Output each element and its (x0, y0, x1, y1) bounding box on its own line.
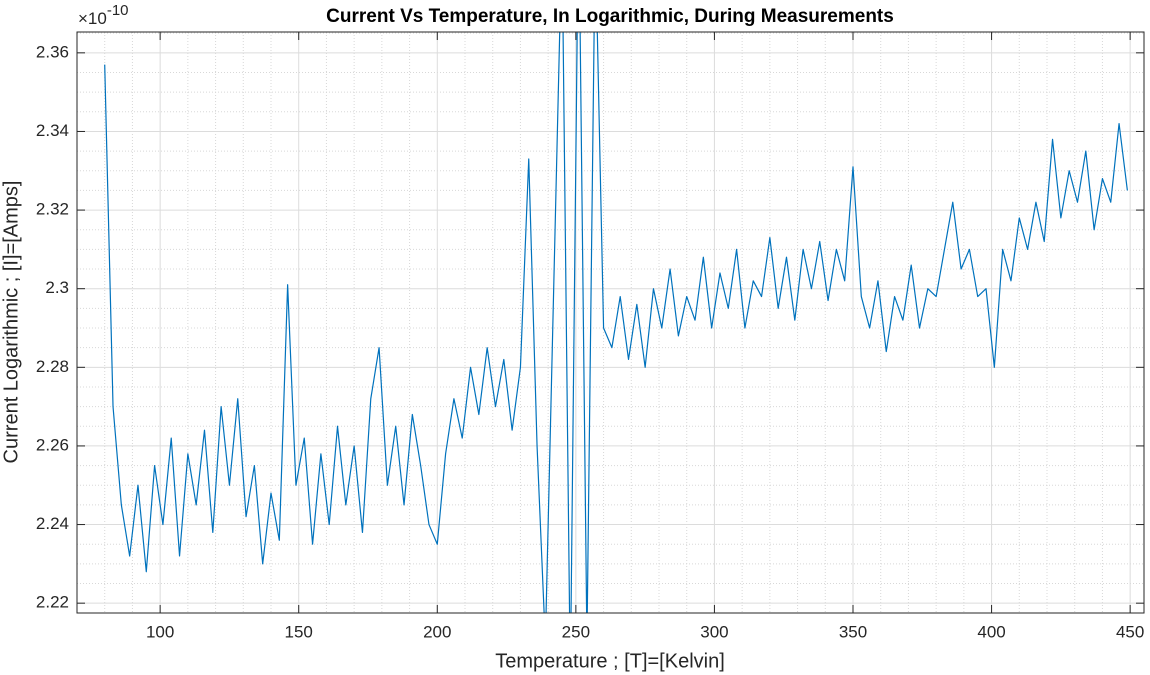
axes-box (76, 31, 1145, 614)
y-multiplier-base: ×10 (78, 9, 107, 28)
y-axis-label: Current Logarithmic ; [I]=[Amps] (0, 181, 22, 464)
x-tick-label: 350 (839, 622, 867, 641)
y-tick-label: 2.28 (36, 357, 69, 376)
x-tick-label: 100 (146, 622, 174, 641)
plot-lines (104, 32, 1128, 613)
x-tick-label: 300 (700, 622, 728, 641)
x-tick-label: 450 (1116, 622, 1144, 641)
x-tick-label: 150 (285, 622, 313, 641)
x-axis-label: Temperature ; [T]=[Kelvin] (495, 650, 725, 672)
y-tick-label: 2.32 (36, 200, 69, 219)
x-tick-label: 200 (423, 622, 451, 641)
y-tick-label: 2.26 (36, 435, 69, 454)
ticks: 100 150 200 250 300 350 400 450 2.22 2.24 2.26 2.28… (36, 32, 1144, 641)
x-tick-label: 400 (977, 622, 1005, 641)
grid (76, 32, 1144, 613)
chart-title: Current Vs Temperature, In Logarithmic, … (326, 6, 894, 27)
y-tick-label: 2.22 (36, 593, 69, 612)
x-tick-label: 250 (562, 622, 590, 641)
y-multiplier-exponent: -10 (107, 2, 129, 19)
y-tick-label: 2.34 (36, 121, 69, 140)
data-line (104, 32, 1128, 613)
y-tick-label: 2.36 (36, 42, 69, 61)
y-multiplier: ×10-10 (78, 2, 129, 29)
y-tick-label: 2.3 (45, 278, 69, 297)
plot-area (77, 32, 1144, 613)
y-tick-label: 2.24 (36, 514, 69, 533)
